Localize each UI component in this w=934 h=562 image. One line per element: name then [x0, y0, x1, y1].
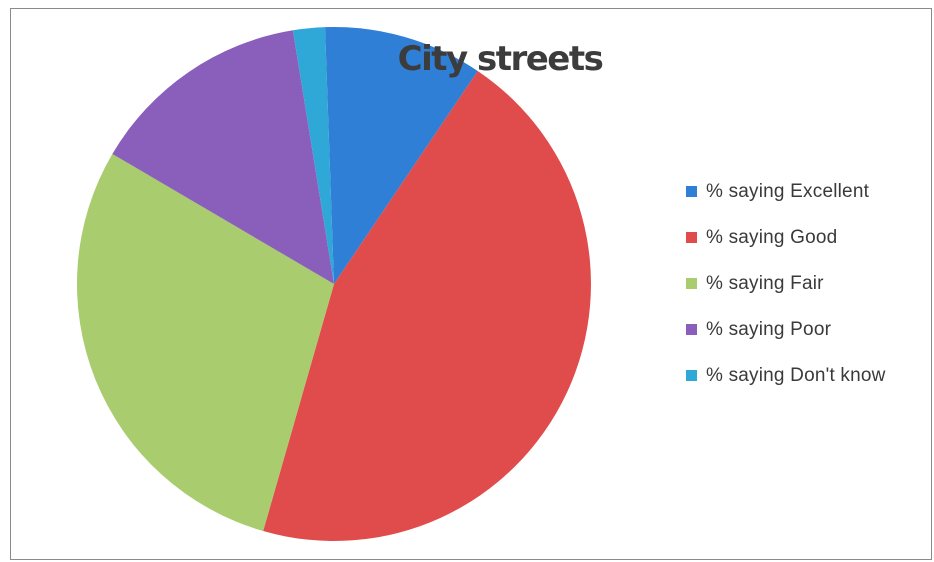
pie-slice-excellent — [325, 27, 478, 284]
legend-swatch — [686, 370, 697, 381]
legend-item-excellent: % saying Excellent — [686, 176, 930, 207]
legend-label: % saying Don't know — [706, 364, 886, 386]
legend-label: % saying Fair — [706, 272, 824, 294]
pie-slice-good — [263, 70, 591, 541]
pie-slice-poor — [112, 30, 334, 285]
legend-swatch — [686, 232, 697, 243]
legend-label: % saying Poor — [706, 318, 832, 340]
legend: % saying Excellent % saying Good % saying … — [686, 176, 930, 406]
legend-swatch — [686, 278, 697, 289]
legend-item-dont-know: % saying Don't know — [686, 360, 930, 391]
legend-swatch — [686, 186, 697, 197]
legend-item-poor: % saying Poor — [686, 314, 930, 345]
legend-item-fair: % saying Fair — [686, 268, 930, 299]
pie-slice-dont-know — [292, 27, 334, 284]
legend-label: % saying Good — [706, 226, 838, 248]
chart-title: City streets — [397, 39, 604, 79]
legend-item-good: % saying Good — [686, 222, 930, 253]
legend-swatch — [686, 324, 697, 335]
pie-slice-fair — [76, 153, 334, 532]
legend-label: % saying Excellent — [706, 180, 870, 202]
